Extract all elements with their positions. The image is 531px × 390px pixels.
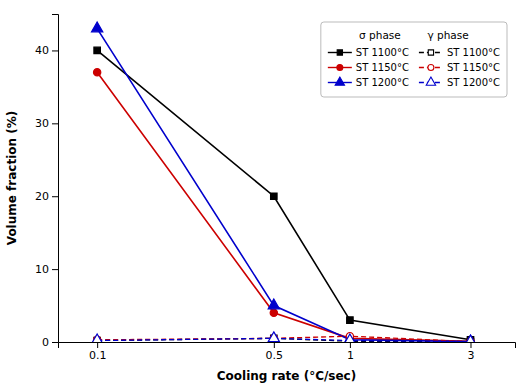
legend-entry: ST 1150°C — [328, 62, 409, 73]
tick: 20 — [35, 190, 58, 203]
tick-mark — [274, 342, 275, 348]
x-axis: 0.1 0.5 1 3 — [59, 342, 516, 362]
tick-mark — [350, 342, 351, 348]
tick: 30 — [35, 117, 58, 130]
tick-label: 3 — [467, 349, 474, 362]
axis-line — [52, 15, 59, 343]
legend-title: σ phase γ phase — [359, 29, 469, 41]
point-marker — [344, 334, 355, 342]
tick-label: 30 — [35, 117, 49, 130]
tick: 40 — [35, 44, 58, 57]
tick-mark — [52, 50, 58, 51]
tick: 0.5 — [266, 342, 284, 362]
legend-label: ST 1200°C — [356, 77, 409, 88]
tick: 0 — [42, 336, 58, 349]
tick-label: 0.5 — [266, 349, 284, 362]
legend-entry: ST 1150°C — [419, 62, 500, 73]
legend-entry: ST 1200°C — [328, 77, 409, 88]
axis-line — [59, 343, 516, 349]
tick: 3 — [467, 342, 474, 362]
tick-mark — [52, 342, 58, 343]
series-line — [97, 72, 470, 341]
tick-label: 20 — [35, 190, 49, 203]
tick-label: 1 — [347, 349, 354, 362]
legend-box — [321, 22, 507, 97]
legend-marker — [428, 65, 434, 71]
point-marker — [92, 22, 103, 32]
y-axis-title: Volume fraction (%) — [5, 111, 19, 246]
series-line — [97, 336, 470, 341]
tick-label: 40 — [35, 44, 49, 57]
point-marker — [268, 332, 279, 342]
legend-label: ST 1150°C — [356, 62, 409, 73]
chart: 0.10.513010203040σ phase γ phaseST 1100°… — [0, 0, 531, 390]
tick-mark — [470, 342, 471, 348]
tick: 1 — [347, 342, 354, 362]
legend-label: ST 1100°C — [447, 47, 500, 58]
point-marker — [344, 333, 355, 342]
legend-marker — [335, 77, 344, 85]
point-marker — [271, 193, 277, 199]
tick: 10 — [35, 263, 58, 276]
point-marker — [465, 335, 476, 342]
tick-mark — [97, 342, 98, 348]
tick-label: 0.1 — [89, 349, 107, 362]
legend-marker — [428, 50, 433, 55]
legend-entry: ST 1200°C — [419, 77, 500, 88]
point-marker — [94, 47, 100, 53]
x-axis-title: Cooling rate (°C/sec) — [217, 369, 356, 383]
plot-area: 0.10.513010203040σ phase γ phaseST 1100°… — [35, 15, 516, 362]
point-marker — [268, 299, 279, 309]
point-marker — [92, 334, 103, 342]
tick-label: 10 — [35, 263, 49, 276]
legend-label: ST 1150°C — [447, 62, 500, 73]
tick-mark — [52, 123, 58, 124]
tick-mark — [52, 269, 58, 270]
legend-marker — [337, 65, 343, 71]
tick-mark — [52, 196, 58, 197]
legend: σ phase γ phase ST 1100°C ST 1150°C ST 1200… — [321, 22, 507, 97]
legend-label: ST 1200°C — [447, 77, 500, 88]
tick-label: 0 — [42, 336, 49, 349]
point-marker — [347, 317, 353, 323]
point-marker — [465, 335, 476, 342]
legend-label: ST 1100°C — [356, 47, 409, 58]
legend-marker — [337, 50, 342, 55]
point-marker — [93, 69, 100, 76]
point-marker — [270, 309, 277, 316]
legend-entry: ST 1100°C — [419, 47, 500, 58]
tick: 0.1 — [89, 342, 107, 362]
legend-entry: ST 1100°C — [328, 47, 409, 58]
series-line — [97, 338, 470, 341]
legend-marker — [426, 77, 435, 85]
y-axis: 0 10 20 30 40 — [35, 15, 59, 350]
